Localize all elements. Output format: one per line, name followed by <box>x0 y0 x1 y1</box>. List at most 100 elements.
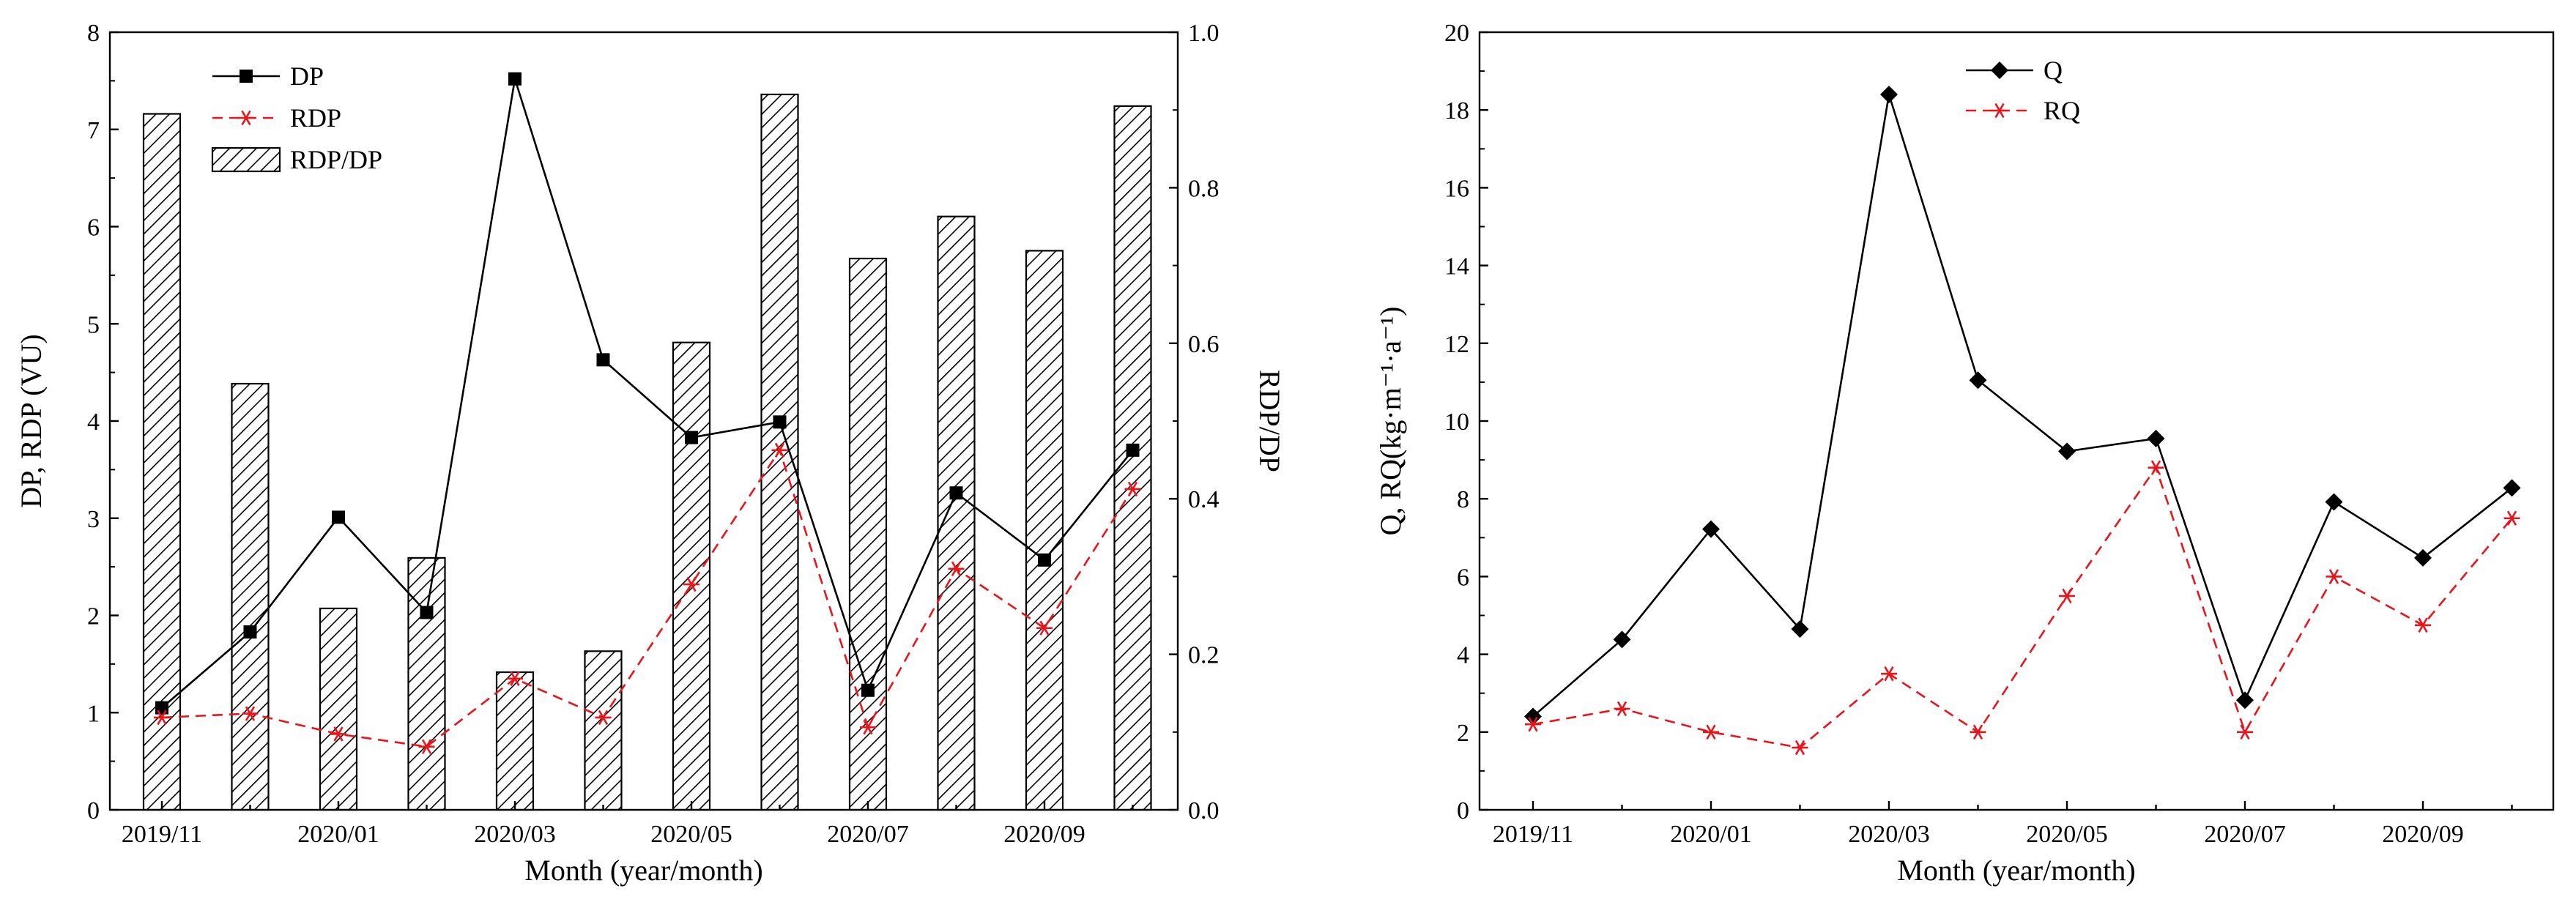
point-rq <box>2326 569 2342 584</box>
point-q <box>2058 442 2076 461</box>
y-tick-label: 20 <box>1444 20 1469 47</box>
point-rdp <box>418 739 435 754</box>
plot-frame <box>1478 31 2555 811</box>
y-tick-label: 5 <box>87 311 100 338</box>
y-tick-label: 6 <box>1457 564 1469 591</box>
y-tick-label: 16 <box>1444 175 1469 202</box>
point-rq <box>2148 460 2164 475</box>
point-q <box>2147 429 2165 447</box>
point-dp <box>685 431 698 444</box>
y-tick-label: 4 <box>1457 642 1469 669</box>
legend-label-rq: RQ <box>2044 96 2080 125</box>
x-tick-label: 2020/03 <box>474 821 555 848</box>
point-q <box>1880 85 1898 103</box>
legend-marker-rdp <box>238 110 254 126</box>
point-rdp <box>1036 620 1053 636</box>
legend-swatch-rdp-dp <box>211 146 281 173</box>
legend-marker-q <box>1991 62 2008 79</box>
x-tick-label: 2020/01 <box>297 821 379 848</box>
y-tick-label: 0 <box>1457 797 1469 824</box>
series-line-rdp <box>161 447 1134 748</box>
point-q <box>2503 479 2521 497</box>
point-rq <box>1792 740 1808 756</box>
point-rdp <box>771 442 788 458</box>
point-rdp <box>154 710 170 726</box>
y-tick-label: 7 <box>87 117 100 144</box>
x-tick-label: 2020/05 <box>2026 821 2107 848</box>
y-axis-label: Q, RQ(kg·m⁻¹·a⁻¹) <box>1374 307 1407 536</box>
point-rdp <box>860 719 876 735</box>
point-rq <box>1614 701 1630 717</box>
point-dp <box>596 353 610 367</box>
point-dp <box>332 510 345 524</box>
y-right-tick-label: 0.6 <box>1188 331 1220 358</box>
point-dp <box>1038 553 1051 567</box>
point-rq <box>2059 588 2075 604</box>
y-right-axis-label: RDP/DP <box>1253 370 1286 472</box>
point-rq <box>1970 724 1986 740</box>
legend-label-rdp: RDP <box>290 103 341 133</box>
point-rdp <box>1124 481 1141 497</box>
y-tick-label: 8 <box>87 20 100 47</box>
y-tick-label: 4 <box>87 409 100 436</box>
x-tick-label: 2020/07 <box>827 821 908 848</box>
bar-rdp-dp <box>231 382 270 811</box>
x-tick-label: 2019/11 <box>122 821 202 848</box>
y-tick-label: 10 <box>1444 409 1469 436</box>
x-axis-label: Month (year/month) <box>524 854 763 887</box>
point-q <box>2325 493 2343 511</box>
y-tick-label: 8 <box>1457 486 1469 513</box>
bar-rdp-dp <box>1113 105 1152 811</box>
point-rq <box>1525 717 1541 732</box>
y-right-tick-label: 0.2 <box>1188 642 1220 669</box>
point-rq <box>1703 724 1719 740</box>
series-line-q <box>1532 94 2513 718</box>
legend-label-rdp-dp: RDP/DP <box>290 145 382 174</box>
y-tick-label: 1 <box>87 700 100 727</box>
point-rq <box>2503 510 2520 526</box>
point-dp <box>949 486 963 500</box>
legend-marker-dp <box>240 70 253 83</box>
bar-rdp-dp <box>672 341 711 811</box>
point-q <box>2414 548 2432 567</box>
point-q <box>1702 520 1720 538</box>
q-rq-chart: 0 2 4 6 8 10 12 14 16 18 20 2019/11 2020/01 2020/03 20… <box>1374 20 2555 887</box>
y-tick-label: 6 <box>87 215 100 242</box>
point-rq <box>1881 666 1897 682</box>
x-tick-label: 2020/05 <box>650 821 732 848</box>
point-q <box>1613 630 1631 649</box>
legend-label-q: Q <box>2044 56 2063 85</box>
bar-rdp-dp <box>495 671 535 811</box>
bar-rdp-dp <box>1025 250 1064 811</box>
y-axis-label: DP, RDP (VU) <box>15 334 48 507</box>
y-tick-label: 3 <box>87 506 100 533</box>
x-tick-label: 2020/01 <box>1670 821 1751 848</box>
point-q <box>1524 707 1542 726</box>
y-tick-label: 0 <box>87 797 100 824</box>
series-line-dp <box>161 78 1134 709</box>
dp-rdp-chart: 0 1 2 3 4 5 6 7 8 0.0 0.2 0.4 0.6 0.8 1.0 2019/11 2020/0… <box>15 20 1286 887</box>
legend-marker-rq <box>1992 103 2008 119</box>
y-tick-label: 2 <box>87 603 100 630</box>
x-tick-label: 2020/09 <box>2382 821 2463 848</box>
point-dp <box>508 72 521 86</box>
point-rdp <box>242 706 259 721</box>
point-dp <box>1126 443 1140 457</box>
y-right-tick-label: 0.8 <box>1188 175 1220 202</box>
bar-rdp-dp <box>407 556 446 811</box>
point-rdp <box>683 576 699 592</box>
point-rq <box>2415 617 2431 633</box>
x-axis-label: Month (year/month) <box>1897 854 2136 887</box>
y-tick-label: 18 <box>1444 97 1469 124</box>
bar-rdp-dp <box>584 650 623 811</box>
point-rdp <box>595 710 612 726</box>
y-tick-label: 12 <box>1444 331 1469 358</box>
point-q <box>2236 691 2254 710</box>
point-dp <box>861 683 875 697</box>
y-tick-label: 14 <box>1444 253 1469 280</box>
point-rdp <box>330 726 346 742</box>
point-rq <box>2237 724 2253 740</box>
point-dp <box>155 701 168 715</box>
x-tick-label: 2020/07 <box>2204 821 2285 848</box>
y-tick-label: 2 <box>1457 720 1469 747</box>
